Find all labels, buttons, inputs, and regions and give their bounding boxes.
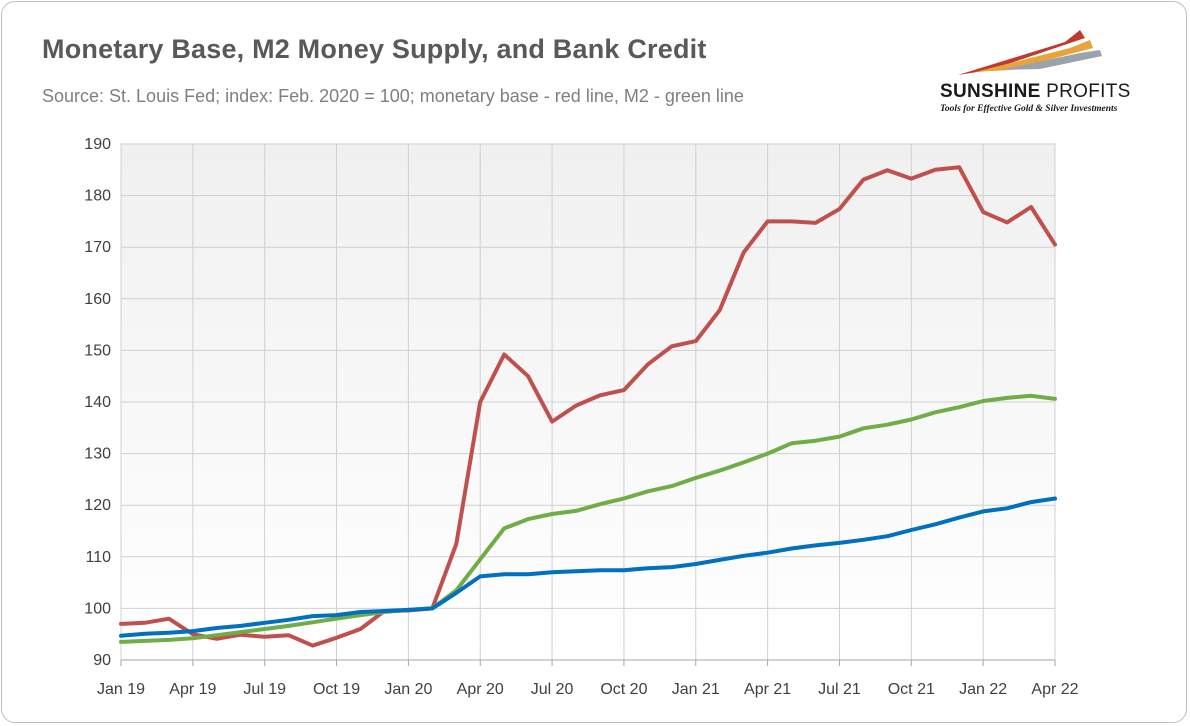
y-tick-label: 150	[84, 342, 111, 359]
y-tick-label: 160	[84, 291, 111, 308]
y-tick-label: 120	[84, 497, 111, 514]
x-tick-label: Jul 19	[243, 681, 286, 698]
y-tick-label: 130	[84, 446, 111, 463]
y-tick-label: 100	[84, 600, 111, 617]
monetary-base-line	[119, 165, 1057, 648]
bank-credit-line	[119, 496, 1057, 638]
logo-name-bold: SUNSHINE	[940, 81, 1041, 102]
x-axis-ticks: Jan 19 Apr 19 Jul 19 Oct 19 Jan 20 Apr 20 Jul …	[97, 681, 1079, 698]
x-tick-label: Jul 21	[818, 681, 861, 698]
x-tick-label: Oct 21	[888, 681, 935, 698]
series-lines	[119, 165, 1057, 648]
x-tick-label: Oct 19	[313, 681, 360, 698]
y-tick-label: 110	[85, 549, 111, 566]
logo-tagline: Tools for Effective Gold & Silver Invest…	[940, 104, 1118, 114]
chart-title: Monetary Base, M2 Money Supply, and Bank…	[42, 34, 707, 64]
y-tick-label: 190	[84, 136, 111, 153]
logo-name: SUNSHINE PROFITS	[940, 81, 1131, 103]
x-tick-label: Apr 20	[457, 681, 504, 698]
logo-name-light: PROFITS	[1040, 81, 1131, 102]
x-tick-label: Jan 20	[384, 681, 432, 698]
x-tick-label: Jul 20	[531, 681, 574, 698]
x-tick-label: Apr 19	[169, 681, 216, 698]
x-tick-label: Jan 22	[959, 681, 1007, 698]
x-tick-label: Apr 21	[744, 681, 791, 698]
x-tick-label: Jan 19	[97, 681, 145, 698]
x-tick-label: Apr 22	[1031, 681, 1078, 698]
y-axis-ticks: 90 100 110 120 130 140 150 160 170 180 190	[84, 136, 111, 669]
m2-line	[119, 393, 1057, 644]
y-tick-label: 170	[84, 239, 111, 256]
y-tick-label: 180	[84, 188, 111, 205]
y-tick-label: 90	[93, 652, 111, 669]
grid-lines	[120, 143, 1056, 666]
x-tick-label: Jan 21	[672, 681, 720, 698]
y-tick-label: 140	[84, 394, 111, 411]
logo-ray-grey	[1000, 50, 1102, 70]
sunshine-logo-rays-icon	[958, 30, 1102, 75]
chart-subtitle: Source: St. Louis Fed; index: Feb. 2020 …	[42, 86, 744, 106]
x-tick-label: Oct 20	[600, 681, 647, 698]
